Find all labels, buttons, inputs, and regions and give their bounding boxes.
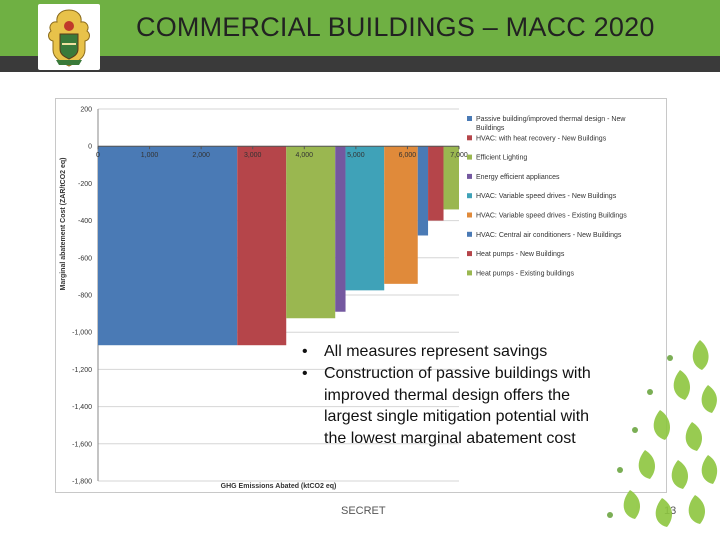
legend-label: Heat pumps - New Buildings — [476, 251, 565, 258]
legend-label: Heat pumps - Existing buildings — [476, 270, 575, 277]
legend-swatch — [467, 154, 472, 160]
header-strip — [0, 56, 720, 72]
x-tick-label: 4,000 — [296, 152, 314, 159]
bar — [335, 146, 346, 312]
legend-swatch — [467, 251, 472, 257]
legend-swatch — [467, 135, 472, 141]
legend-swatch — [467, 173, 472, 179]
y-tick-label: -800 — [78, 293, 92, 300]
bar — [417, 146, 429, 236]
x-tick-label: 0 — [96, 152, 100, 159]
leaf-pattern-icon — [607, 340, 718, 527]
chart-frame: 200 0 -200 -400 -600 -800 -1,000 -1,200 -1,400 -1… — [55, 98, 667, 493]
coat-of-arms-icon — [48, 9, 90, 67]
bullet-text: Construction of passive buildings with i… — [324, 364, 591, 448]
bullet-dot: • — [302, 364, 308, 382]
bullet-list: • All measures represent savings • Constru… — [296, 341, 606, 450]
x-tick-label: 2,000 — [192, 152, 210, 159]
legend-label: Energy efficient appliances — [476, 174, 560, 181]
bullet-text: All measures represent savings — [324, 343, 548, 360]
legend-swatch — [467, 270, 472, 276]
x-tick-label: 5,000 — [347, 152, 365, 159]
legend-label: Efficient Lighting — [476, 155, 527, 162]
bar — [345, 146, 385, 291]
y-tick-label: -1,600 — [72, 441, 92, 448]
macc-chart: 200 0 -200 -400 -600 -800 -1,000 -1,200 -1,400 -1… — [60, 107, 627, 491]
y-tick-label: 0 — [88, 144, 92, 151]
header-bar — [0, 0, 720, 56]
bar — [428, 146, 444, 221]
y-tick-label: -1,800 — [72, 479, 92, 486]
y-tick-label: -400 — [78, 218, 92, 225]
bullet-dot: • — [302, 343, 308, 360]
x-axis-title: GHG Emissions Abated (ktCO2 eq) — [221, 483, 337, 490]
y-tick-label: 200 — [80, 107, 92, 114]
bar — [237, 146, 287, 346]
legend-swatch — [467, 212, 472, 218]
legend-label: HVAC: with heat recovery - New Buildings — [476, 135, 607, 142]
y-tick-label: -1,200 — [72, 367, 92, 374]
x-tick-label: 6,000 — [399, 152, 417, 159]
y-tick-label: -600 — [78, 255, 92, 262]
legend-swatch — [467, 193, 472, 199]
x-tick-label: 3,000 — [244, 152, 262, 159]
bar — [443, 146, 459, 210]
x-tick-label: 7,000 — [450, 152, 468, 159]
legend-label: HVAC: Central air conditioners - New Bui… — [476, 232, 622, 239]
y-tick-label: -1,000 — [72, 330, 92, 337]
logo — [38, 4, 100, 70]
page-title: COMMERCIAL BUILDINGS – MACC 2020 — [136, 12, 655, 42]
y-axis-title: Marginal abatement Cost (ZAR/tCO2 eq) — [60, 157, 67, 290]
legend-label: HVAC: Variable speed drives - New Buildi… — [476, 193, 617, 200]
legend-swatch — [467, 231, 472, 237]
legend-swatch — [467, 116, 472, 121]
x-tick-label: 1,000 — [141, 152, 159, 159]
footer-label: SECRET — [341, 505, 386, 517]
y-tick-label: -1,400 — [72, 404, 92, 411]
legend-label: Passive building/improved thermal design… — [476, 116, 626, 132]
legend-label: HVAC: Variable speed drives - Existing B… — [476, 213, 627, 220]
bullet-item: • Construction of passive buildings with … — [296, 363, 606, 450]
bar — [384, 146, 418, 284]
bullet-item: • All measures represent savings — [296, 341, 606, 363]
y-tick-label: -200 — [78, 181, 92, 188]
bar — [98, 146, 238, 346]
bar — [286, 146, 336, 319]
